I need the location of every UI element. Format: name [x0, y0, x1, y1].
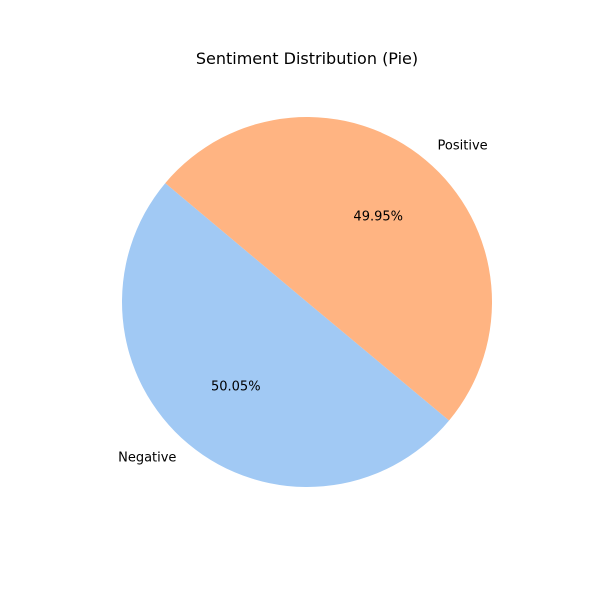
- percent-label-negative: 50.05%: [211, 380, 261, 395]
- pie-slice-positive: [165, 116, 493, 421]
- percent-label-positive: 49.95%: [353, 209, 403, 224]
- pie-slices: [122, 116, 493, 487]
- chart-title: Sentiment Distribution (Pie): [196, 49, 418, 68]
- slice-label-positive: Positive: [438, 138, 488, 153]
- pie-slice-negative: [122, 183, 450, 487]
- slice-label-negative: Negative: [118, 451, 176, 466]
- pie-labels: Negative 50.05% Positive 49.95%: [118, 138, 488, 465]
